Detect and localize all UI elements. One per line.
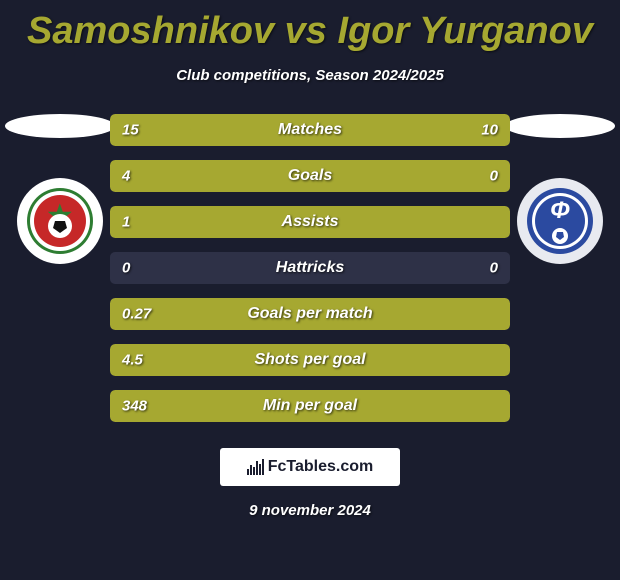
stat-row: 15 10 Matches	[110, 114, 510, 146]
stat-value-left: 348	[122, 398, 147, 415]
stat-value-right: 0	[490, 168, 498, 185]
player-left-badge	[0, 114, 120, 264]
stat-label: Hattricks	[276, 259, 344, 277]
club-crest-left	[17, 178, 103, 264]
stat-label: Goals	[288, 167, 332, 185]
stat-row: 4 0 Goals	[110, 160, 510, 192]
stat-label: Goals per match	[247, 305, 372, 323]
stat-value-right: 0	[490, 260, 498, 277]
brand-logo[interactable]: FcTables.com	[220, 448, 400, 486]
stat-row: 348 Min per goal	[110, 390, 510, 422]
player-left-oval	[5, 114, 115, 138]
stat-row: 4.5 Shots per goal	[110, 344, 510, 376]
brand-logo-text: FcTables.com	[268, 458, 374, 476]
stat-row: 0.27 Goals per match	[110, 298, 510, 330]
footer-date: 9 november 2024	[0, 502, 620, 519]
crest-right-icon: Φ	[525, 186, 595, 256]
stat-value-left: 1	[122, 214, 130, 231]
stat-value-left: 4	[122, 168, 130, 185]
stat-value-right: 10	[481, 122, 498, 139]
page-title: Samoshnikov vs Igor Yurganov	[0, 0, 620, 53]
stat-bars: 15 10 Matches 4 0 Goals 1 Assists 0 0 Hattricks 0.2…	[110, 114, 510, 422]
brand-logo-bars-icon	[247, 459, 264, 475]
player-right-badge: Φ	[500, 114, 620, 264]
stat-label: Min per goal	[263, 397, 357, 415]
stat-value-left: 0	[122, 260, 130, 277]
stat-row: 1 Assists	[110, 206, 510, 238]
page-subtitle: Club competitions, Season 2024/2025	[0, 67, 620, 84]
stat-value-left: 4.5	[122, 352, 143, 369]
svg-text:Φ: Φ	[550, 197, 570, 224]
comparison-content: Φ 1510Matches40Goals1Assists00Hattricks0…	[0, 114, 620, 422]
player-right-oval	[505, 114, 615, 138]
stat-label: Shots per goal	[254, 351, 365, 369]
crest-left-icon	[25, 186, 95, 256]
stat-label: Assists	[282, 213, 339, 231]
stat-label: Matches	[278, 121, 342, 139]
club-crest-right: Φ	[517, 178, 603, 264]
stat-value-left: 0.27	[122, 306, 151, 323]
stat-value-left: 15	[122, 122, 139, 139]
stat-row: 0 0 Hattricks	[110, 252, 510, 284]
